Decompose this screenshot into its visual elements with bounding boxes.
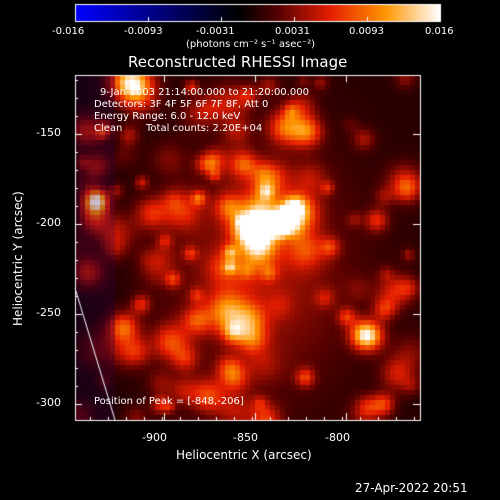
colorbar-tick-label: -0.0093: [124, 26, 163, 37]
y-tick-label: -150: [36, 126, 61, 139]
annotation-energy-range: Energy Range: 6.0 - 12.0 keV: [94, 111, 241, 122]
y-axis-label: Heliocentric Y (arcsec): [11, 191, 25, 326]
annotation-detectors: Detectors: 3F 4F 5F 6F 7F 8F, Att 0: [94, 99, 269, 110]
y-tick-label: -200: [36, 216, 61, 229]
colorbar-tick-label: 0.0093: [349, 26, 384, 37]
plot-title: Reconstructed RHESSI Image: [128, 53, 348, 71]
x-tick-label: -850: [233, 431, 258, 444]
y-tick-label: -300: [36, 396, 61, 409]
y-tick-label: -250: [36, 306, 61, 319]
annotation-total-counts: Total counts: 2.20E+04: [146, 123, 263, 134]
colorbar-tick-label: -0.0031: [196, 26, 235, 37]
colorbar-tick-label: 0.0031: [275, 26, 310, 37]
annotation-time-range: 9-Jan-2003 21:14:00.000 to 21:20:00.000: [100, 87, 309, 98]
colorbar-units-label: (photons cm⁻² s⁻¹ asec⁻²): [186, 39, 316, 50]
x-axis-label: Heliocentric X (arcsec): [176, 448, 312, 462]
annotation-peak-position: Position of Peak = [-848,-206]: [94, 396, 244, 407]
annotation-algorithm: Clean: [94, 123, 123, 134]
x-tick-label: -900: [142, 431, 167, 444]
timestamp: 27-Apr-2022 20:51: [355, 481, 468, 495]
colorbar-tick-label: 0.016: [425, 26, 454, 37]
colorbar-tick-label: -0.016: [52, 26, 85, 37]
x-tick-label: -800: [325, 431, 350, 444]
